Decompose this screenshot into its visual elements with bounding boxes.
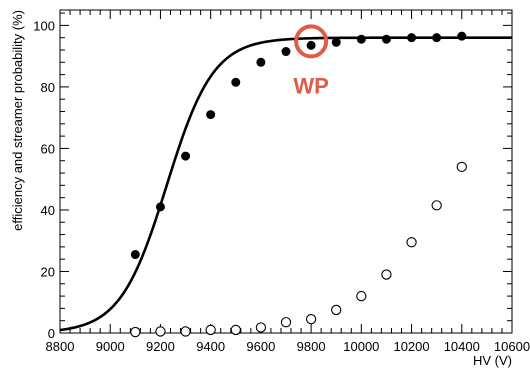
efficiency-point xyxy=(130,250,140,260)
streamer-point xyxy=(356,290,367,302)
streamer-point xyxy=(230,324,241,336)
plot-frame xyxy=(59,9,513,334)
y-tick-label: 20 xyxy=(41,264,55,279)
streamer-point xyxy=(180,326,191,337)
x-tick-label: 8800 xyxy=(46,339,75,354)
efficiency-point xyxy=(256,57,266,67)
efficiency-point xyxy=(181,151,191,161)
efficiency-point xyxy=(407,33,417,43)
efficiency-point xyxy=(206,110,216,120)
streamer-point xyxy=(305,314,317,325)
wp-label: WP xyxy=(293,73,328,98)
efficiency-point xyxy=(281,47,291,57)
x-tick-label: 9600 xyxy=(246,339,275,354)
efficiency-point xyxy=(306,40,316,50)
streamer-point xyxy=(456,161,467,173)
x-axis-title: HV (V) xyxy=(473,353,512,368)
data-points xyxy=(130,31,467,338)
x-tick-label: 10400 xyxy=(444,339,480,354)
y-tick-label: 0 xyxy=(48,326,55,341)
x-tick-label: 9000 xyxy=(96,339,125,354)
efficiency-point xyxy=(432,33,442,43)
streamer-point xyxy=(331,304,342,316)
wp-annotation: WP xyxy=(293,24,329,98)
fit-curve xyxy=(59,36,512,332)
efficiency-point xyxy=(381,34,391,44)
efficiency-point xyxy=(155,202,165,212)
efficiency-point xyxy=(331,37,341,47)
axes: 8800 9000 9200 9400 9600 9800 10000 10200 10400 1… xyxy=(33,10,530,354)
streamer-point xyxy=(406,237,417,248)
streamer-point xyxy=(280,317,292,328)
efficiency-point xyxy=(457,31,467,41)
streamer-point xyxy=(205,324,216,336)
efficiency-point xyxy=(231,77,241,87)
y-tick-label: 40 xyxy=(41,203,55,218)
streamer-point xyxy=(255,322,267,333)
streamer-point xyxy=(130,326,141,338)
streamer-point xyxy=(431,200,442,211)
x-tick-label: 10600 xyxy=(494,339,530,354)
y-tick-label: 100 xyxy=(33,18,55,33)
x-tick-label: 9800 xyxy=(297,339,326,354)
x-tick-label: 10000 xyxy=(343,339,379,354)
x-tick-label: 9400 xyxy=(196,339,225,354)
streamer-point xyxy=(381,269,392,280)
y-axis-title: efficiency and streamer probability (%) xyxy=(10,10,25,231)
y-tick-label: 80 xyxy=(41,80,55,95)
efficiency-point xyxy=(356,34,366,44)
x-tick-label: 9200 xyxy=(146,339,175,354)
streamer-point xyxy=(155,326,166,337)
y-tick-label: 60 xyxy=(41,141,55,156)
x-tick-label: 10200 xyxy=(393,339,429,354)
wp-circle-marker xyxy=(294,24,329,59)
fit-curve-group xyxy=(59,36,512,332)
